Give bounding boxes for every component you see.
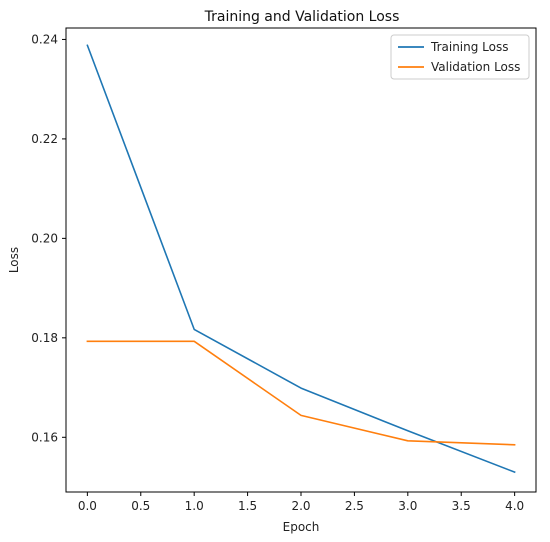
legend-label: Training Loss [430, 40, 508, 54]
x-tick-label: 3.5 [452, 499, 471, 513]
legend-label: Validation Loss [431, 60, 520, 74]
x-axis-title: Epoch [283, 520, 320, 534]
x-tick-label: 4.0 [505, 499, 524, 513]
x-tick-label: 2.0 [291, 499, 310, 513]
x-tick-label: 1.5 [238, 499, 257, 513]
y-tick-label: 0.22 [31, 132, 58, 146]
series-line-training-loss [86, 44, 516, 474]
series-line-validation-loss [86, 340, 516, 446]
y-tick-label: 0.16 [31, 430, 58, 444]
y-tick-label: 0.18 [31, 331, 58, 345]
x-tick-label: 0.5 [131, 499, 150, 513]
y-tick-label: 0.20 [31, 231, 58, 245]
x-tick-label: 0.0 [78, 499, 97, 513]
plot-frame [65, 27, 537, 493]
x-tick-label: 2.5 [345, 499, 364, 513]
x-tick-label: 1.0 [185, 499, 204, 513]
legend-box [390, 34, 530, 80]
y-tick-label: 0.24 [31, 32, 58, 46]
x-tick-label: 3.0 [398, 499, 417, 513]
y-axis-title: Loss [7, 247, 21, 273]
chart-title: Training and Validation Loss [204, 9, 400, 25]
legend: Training Loss Validation Loss [390, 34, 530, 80]
plot-area: 0.16 0.18 0.20 0.22 0.24 0.0 0.5 1.0 1.5 2.0 2.5 3.… [31, 27, 537, 513]
